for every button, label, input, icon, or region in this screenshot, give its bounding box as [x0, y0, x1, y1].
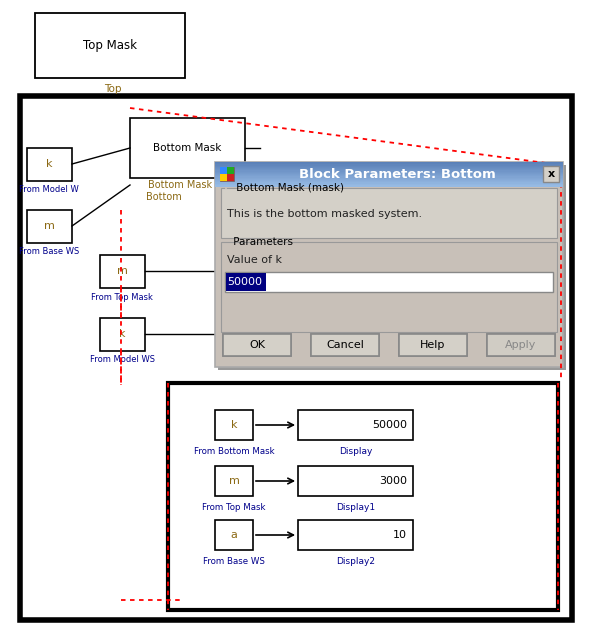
Bar: [215, 162, 563, 164]
Text: 3000: 3000: [379, 476, 407, 486]
Text: OK: OK: [249, 340, 265, 350]
Text: Top: Top: [104, 84, 122, 94]
Bar: [215, 165, 563, 167]
Text: x: x: [547, 169, 555, 179]
Bar: [223, 334, 291, 356]
Text: k: k: [119, 329, 125, 339]
Text: Bottom Mask (mask): Bottom Mask (mask): [233, 183, 347, 193]
Bar: [215, 410, 253, 440]
Bar: [215, 179, 563, 181]
Text: From Bottom Mask: From Bottom Mask: [194, 447, 274, 455]
Text: From Base WS: From Base WS: [19, 247, 79, 257]
Text: 50000: 50000: [227, 277, 262, 287]
Text: Apply: Apply: [505, 340, 537, 350]
Text: From Model WS: From Model WS: [90, 355, 154, 364]
Bar: [218, 165, 566, 370]
Text: Value of k: Value of k: [227, 255, 282, 265]
Bar: [225, 272, 553, 292]
Bar: [399, 334, 467, 356]
Bar: [220, 174, 227, 181]
Bar: [487, 334, 555, 356]
Text: Display1: Display1: [336, 503, 375, 511]
Text: a: a: [230, 530, 237, 540]
Bar: [20, 96, 572, 620]
Bar: [215, 176, 563, 178]
Bar: [543, 166, 559, 182]
Bar: [35, 13, 185, 78]
Bar: [215, 164, 563, 166]
Bar: [223, 334, 291, 356]
Bar: [27, 210, 72, 243]
Bar: [215, 175, 563, 177]
Bar: [220, 167, 234, 181]
Bar: [220, 167, 227, 174]
Bar: [215, 173, 563, 174]
Text: m: m: [229, 476, 240, 486]
Bar: [215, 180, 563, 182]
Bar: [215, 172, 563, 174]
Bar: [215, 520, 253, 550]
Text: Parameters: Parameters: [230, 237, 296, 247]
Text: Display: Display: [339, 447, 372, 455]
Bar: [215, 169, 563, 171]
Text: Help: Help: [421, 340, 446, 350]
Bar: [221, 242, 557, 332]
Bar: [215, 185, 563, 187]
Text: This is the bottom masked system.: This is the bottom masked system.: [227, 209, 422, 219]
Bar: [226, 273, 266, 291]
Bar: [215, 163, 563, 165]
Bar: [487, 334, 555, 356]
Bar: [225, 187, 227, 189]
Bar: [215, 162, 563, 367]
Text: m: m: [117, 266, 127, 276]
Bar: [298, 410, 413, 440]
Bar: [215, 170, 563, 172]
Text: Display2: Display2: [336, 557, 375, 565]
Text: k: k: [231, 420, 237, 430]
Text: From Top Mask: From Top Mask: [202, 503, 266, 511]
Bar: [215, 168, 563, 170]
Text: 10: 10: [393, 530, 407, 540]
Text: Block Parameters: Bottom: Block Parameters: Bottom: [299, 167, 495, 181]
Text: 50000: 50000: [372, 420, 407, 430]
Text: Bottom: Bottom: [146, 192, 182, 202]
Text: Top Mask: Top Mask: [83, 38, 137, 52]
Text: Bottom Mask: Bottom Mask: [148, 180, 212, 190]
Bar: [227, 167, 234, 174]
Text: Cancel: Cancel: [326, 340, 364, 350]
Bar: [130, 118, 245, 178]
Bar: [27, 148, 72, 181]
Text: Bottom Mask: Bottom Mask: [153, 143, 221, 153]
Bar: [215, 177, 563, 179]
Bar: [215, 174, 563, 175]
Text: m: m: [44, 221, 54, 231]
Bar: [100, 318, 145, 351]
Bar: [298, 520, 413, 550]
Bar: [168, 383, 558, 610]
Bar: [215, 181, 563, 183]
Bar: [399, 334, 467, 356]
Bar: [221, 188, 557, 238]
Bar: [298, 466, 413, 496]
Bar: [311, 334, 379, 356]
Text: From Top Mask: From Top Mask: [91, 292, 153, 301]
Text: k: k: [46, 159, 52, 169]
Text: From Base WS: From Base WS: [203, 557, 265, 565]
Bar: [215, 184, 563, 186]
Bar: [100, 255, 145, 288]
Bar: [311, 334, 379, 356]
Bar: [215, 466, 253, 496]
Text: From Model W: From Model W: [19, 186, 79, 194]
Bar: [215, 182, 563, 184]
Bar: [215, 167, 563, 169]
